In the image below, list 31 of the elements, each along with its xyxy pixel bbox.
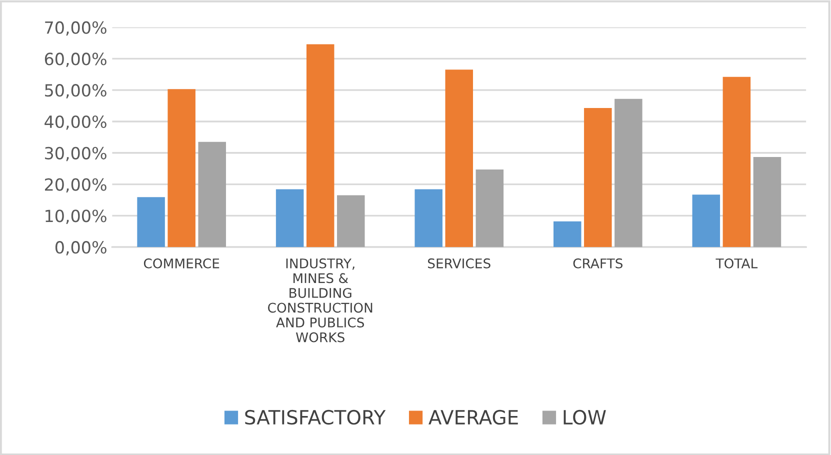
y-tick-label: 70,00% (45, 21, 106, 36)
y-tick-label: 60,00% (44, 52, 106, 67)
y-tick-label: 50,00% (45, 84, 106, 98)
y-tick-label: 30,00% (45, 146, 106, 162)
legend-label: SATISFACTORY (245, 410, 386, 425)
y-tick-label: 20,00% (44, 178, 106, 193)
x-tick-label: CRAFTS (573, 258, 623, 268)
bar (753, 156, 782, 248)
bar (584, 108, 612, 248)
bar (614, 98, 642, 248)
bar (306, 44, 334, 248)
bar (276, 189, 304, 248)
bar (553, 221, 582, 248)
bar (137, 197, 165, 248)
x-tick-label: SERVICES (428, 258, 490, 268)
bar (445, 70, 474, 248)
legend-label: AVERAGE (428, 410, 518, 425)
y-tick-label: 10,00% (46, 210, 106, 224)
legend-label: LOW (564, 410, 606, 425)
x-tick-label: TOTAL (716, 258, 758, 268)
y-tick-label: 0,00% (55, 241, 106, 256)
bar (337, 195, 365, 248)
bar (198, 142, 226, 248)
bar (692, 194, 720, 248)
bar (414, 189, 442, 248)
x-tick-label: INDUSTRY, MINES & BUILDING CONSTRUCTION AND PUBLICS WORKS (268, 258, 372, 342)
y-tick-label: 40,00% (44, 115, 106, 130)
x-tick-label: COMMERCE (144, 258, 220, 268)
bar (722, 76, 751, 248)
bar (476, 170, 504, 248)
bar (168, 89, 196, 248)
